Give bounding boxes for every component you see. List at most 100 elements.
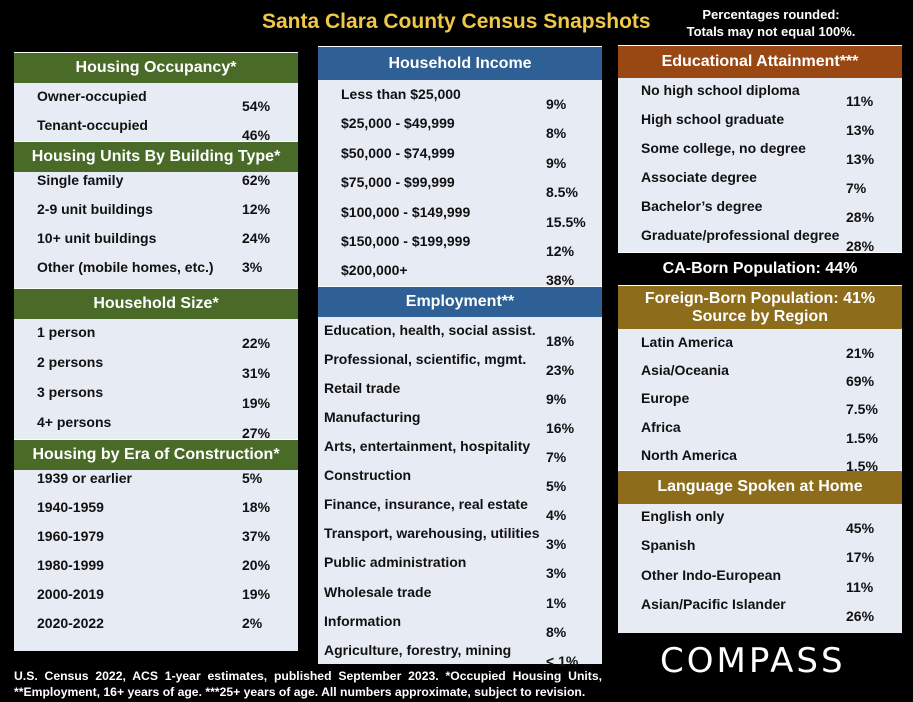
table-row: Retail trade 9% <box>318 375 602 407</box>
table-row: 1940-1959 18% <box>14 499 298 528</box>
construction-era-header: Housing by Era of Construction* <box>14 439 298 470</box>
row-value: 1.5% <box>846 429 878 446</box>
table-row: Construction 5% <box>318 462 602 494</box>
row-value: 22% <box>242 335 271 351</box>
table-row: Africa 1.5% <box>618 414 902 446</box>
compass-logo: COMPASS <box>660 641 846 681</box>
row-label: Europe <box>641 390 690 407</box>
row-label: Bachelor’s degree <box>641 198 763 214</box>
table-row: Finance, insurance, real estate 4% <box>318 491 602 524</box>
row-label: Agriculture, forestry, mining <box>324 641 512 658</box>
row-label: Finance, insurance, real estate <box>324 496 528 513</box>
row-label: Other (mobile homes, etc.) <box>37 259 214 275</box>
row-value: 26% <box>846 607 875 624</box>
row-label: Graduate/professional degree <box>641 227 840 243</box>
row-value: 11% <box>846 93 874 109</box>
table-row: 1939 or earlier 5% <box>14 470 298 499</box>
table-row: No high school diploma 11% <box>618 78 902 109</box>
row-value: 18% <box>546 332 575 349</box>
language-header: Language Spoken at Home <box>618 469 902 504</box>
row-label: No high school diploma <box>641 82 800 98</box>
household-size-rows: 1 person 22% 2 persons 31% 3 persons 19% 4+ pe… <box>14 319 298 441</box>
education-rows: No high school diploma 11% High school gra… <box>618 78 902 254</box>
table-row: Tenant-occupied 46% <box>14 112 298 143</box>
employment-header: Employment** <box>318 285 602 317</box>
row-label: North America <box>641 446 737 463</box>
row-label: $50,000 - $74,999 <box>341 144 455 161</box>
row-value: 24% <box>242 230 271 246</box>
row-label: English only <box>641 507 725 524</box>
row-value: 37% <box>242 528 271 544</box>
row-value: 15.5% <box>546 213 586 230</box>
row-label: Asian/Pacific Islander <box>641 595 786 612</box>
right-column: Educational Attainment*** No high school… <box>618 45 902 633</box>
row-value: 7% <box>546 449 567 466</box>
row-label: Public administration <box>324 554 467 571</box>
row-label: 3 persons <box>37 384 104 400</box>
table-row: $25,000 - $49,999 8% <box>318 109 602 142</box>
row-value: 7% <box>846 180 867 196</box>
row-label: 1960-1979 <box>37 528 104 544</box>
row-label: 1939 or earlier <box>37 470 132 486</box>
table-row: Latin America 21% <box>618 329 902 361</box>
row-value: 9% <box>546 96 567 112</box>
footnote-line-2: **Employment, 16+ years of age. ***25+ y… <box>14 685 586 699</box>
table-row: Other Indo-European 11% <box>618 563 902 595</box>
table-row: Wholesale trade 1% <box>318 579 602 611</box>
row-value: 12% <box>242 201 271 217</box>
row-value: 28% <box>846 209 875 225</box>
row-value: 20% <box>242 557 271 573</box>
row-label: Retail trade <box>324 379 401 396</box>
row-value: 62% <box>242 172 271 188</box>
table-row: Graduate/professional degree 28% <box>618 223 902 254</box>
row-value: 9% <box>546 390 567 407</box>
row-value: 69% <box>846 373 875 390</box>
row-value: 11% <box>846 578 874 595</box>
row-value: 3% <box>546 536 567 553</box>
household-income-rows: Less than $25,000 9% $25,000 - $49,999 8% $5… <box>318 80 602 288</box>
table-row: Spanish 17% <box>618 533 902 566</box>
row-label: $75,000 - $99,999 <box>341 174 455 191</box>
building-type-rows: Single family 62% 2-9 unit buildings 12% 10+… <box>14 172 298 288</box>
row-label: 1980-1999 <box>37 557 104 573</box>
row-label: Less than $25,000 <box>341 86 461 102</box>
row-label: Latin America <box>641 334 734 350</box>
table-row: Less than $25,000 9% <box>318 80 602 112</box>
construction-era-rows: 1939 or earlier 5% 1940-1959 18% 1960-1979 37… <box>14 470 298 644</box>
table-row: English only 45% <box>618 504 902 536</box>
source-footnote: U.S. Census 2022, ACS 1-year estimates, … <box>14 668 602 700</box>
household-income-header: Household Income <box>318 46 602 80</box>
table-row: Asia/Oceania 69% <box>618 357 902 389</box>
row-value: 27% <box>242 425 271 441</box>
table-row: $75,000 - $99,999 8.5% <box>318 168 602 200</box>
row-label: $200,000+ <box>341 262 408 279</box>
row-label: $25,000 - $49,999 <box>341 115 455 132</box>
row-label: Professional, scientific, mgmt. <box>324 350 527 367</box>
row-value: 2% <box>242 615 263 631</box>
row-label: High school graduate <box>641 111 785 127</box>
page-title: Santa Clara County Census Snapshots <box>262 10 651 33</box>
table-row: Manufacturing 16% <box>318 404 602 436</box>
row-value: 21% <box>846 345 875 361</box>
row-value: 8% <box>546 125 567 142</box>
row-label: 2 persons <box>37 354 104 370</box>
row-value: 23% <box>546 361 575 378</box>
row-value: 4% <box>546 507 567 524</box>
row-value: 17% <box>846 549 875 566</box>
table-row: 2-9 unit buildings 12% <box>14 201 298 230</box>
row-value: 12% <box>546 242 575 259</box>
middle-column: Household Income Less than $25,000 9% $25,… <box>318 46 602 669</box>
row-value: 7.5% <box>846 401 878 418</box>
row-value: 3% <box>242 259 263 275</box>
row-label: Asia/Oceania <box>641 362 729 379</box>
table-row: $200,000+ 38% <box>318 256 602 288</box>
table-row: Some college, no degree 13% <box>618 136 902 167</box>
row-value: 19% <box>242 586 271 602</box>
row-label: 4+ persons <box>37 414 112 430</box>
education-header: Educational Attainment*** <box>618 45 902 78</box>
housing-occupancy-header: Housing Occupancy* <box>14 52 298 83</box>
foreign-born-line-2: Source by Region <box>691 307 829 325</box>
row-value: 46% <box>242 127 271 143</box>
row-label: $100,000 - $149,999 <box>341 203 471 220</box>
table-row: North America 1.5% <box>618 442 902 474</box>
